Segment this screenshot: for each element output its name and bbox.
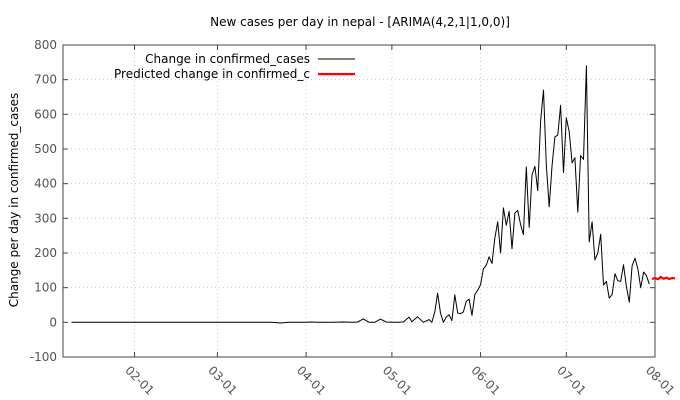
x-tick-label: 02-01 [122, 363, 157, 398]
chart-title: New cases per day in nepal - [ARIMA(4,2,… [210, 15, 510, 29]
y-axis-label: Change per day in confirmed_cases [7, 93, 21, 308]
x-tick-label: 05-01 [380, 363, 415, 398]
y-tick-label: 700 [34, 73, 57, 87]
y-tick-label: 400 [34, 177, 57, 191]
legend-label: Predicted change in confirmed_c [114, 67, 310, 81]
y-axis: -100 0 100 200 300 400 500 600 700 800 [30, 38, 655, 364]
y-tick-label: 100 [34, 281, 57, 295]
series-line-2 [651, 275, 676, 281]
legend-label: Change in confirmed_cases [145, 52, 310, 66]
series-line-1 [71, 65, 650, 324]
x-tick-label: 04-01 [294, 363, 329, 398]
x-tick-label: 08-01 [643, 363, 678, 398]
y-tick-label: -100 [30, 350, 57, 364]
x-tick-label: 07-01 [554, 363, 589, 398]
y-tick-label: 600 [34, 107, 57, 121]
y-tick-label: 300 [34, 211, 57, 225]
y-tick-label: 200 [34, 246, 57, 260]
x-axis: 02-01 03-01 04-01 05-01 06-01 07-01 08-01 [122, 45, 677, 398]
series-layer [71, 65, 676, 324]
plot-frame [62, 44, 656, 358]
x-tick-label: 03-01 [205, 363, 240, 398]
grid [63, 44, 656, 358]
y-tick-label: 800 [34, 38, 57, 52]
y-tick-label: 0 [49, 315, 57, 329]
x-tick-label: 06-01 [468, 363, 503, 398]
y-tick-label: 500 [34, 142, 57, 156]
